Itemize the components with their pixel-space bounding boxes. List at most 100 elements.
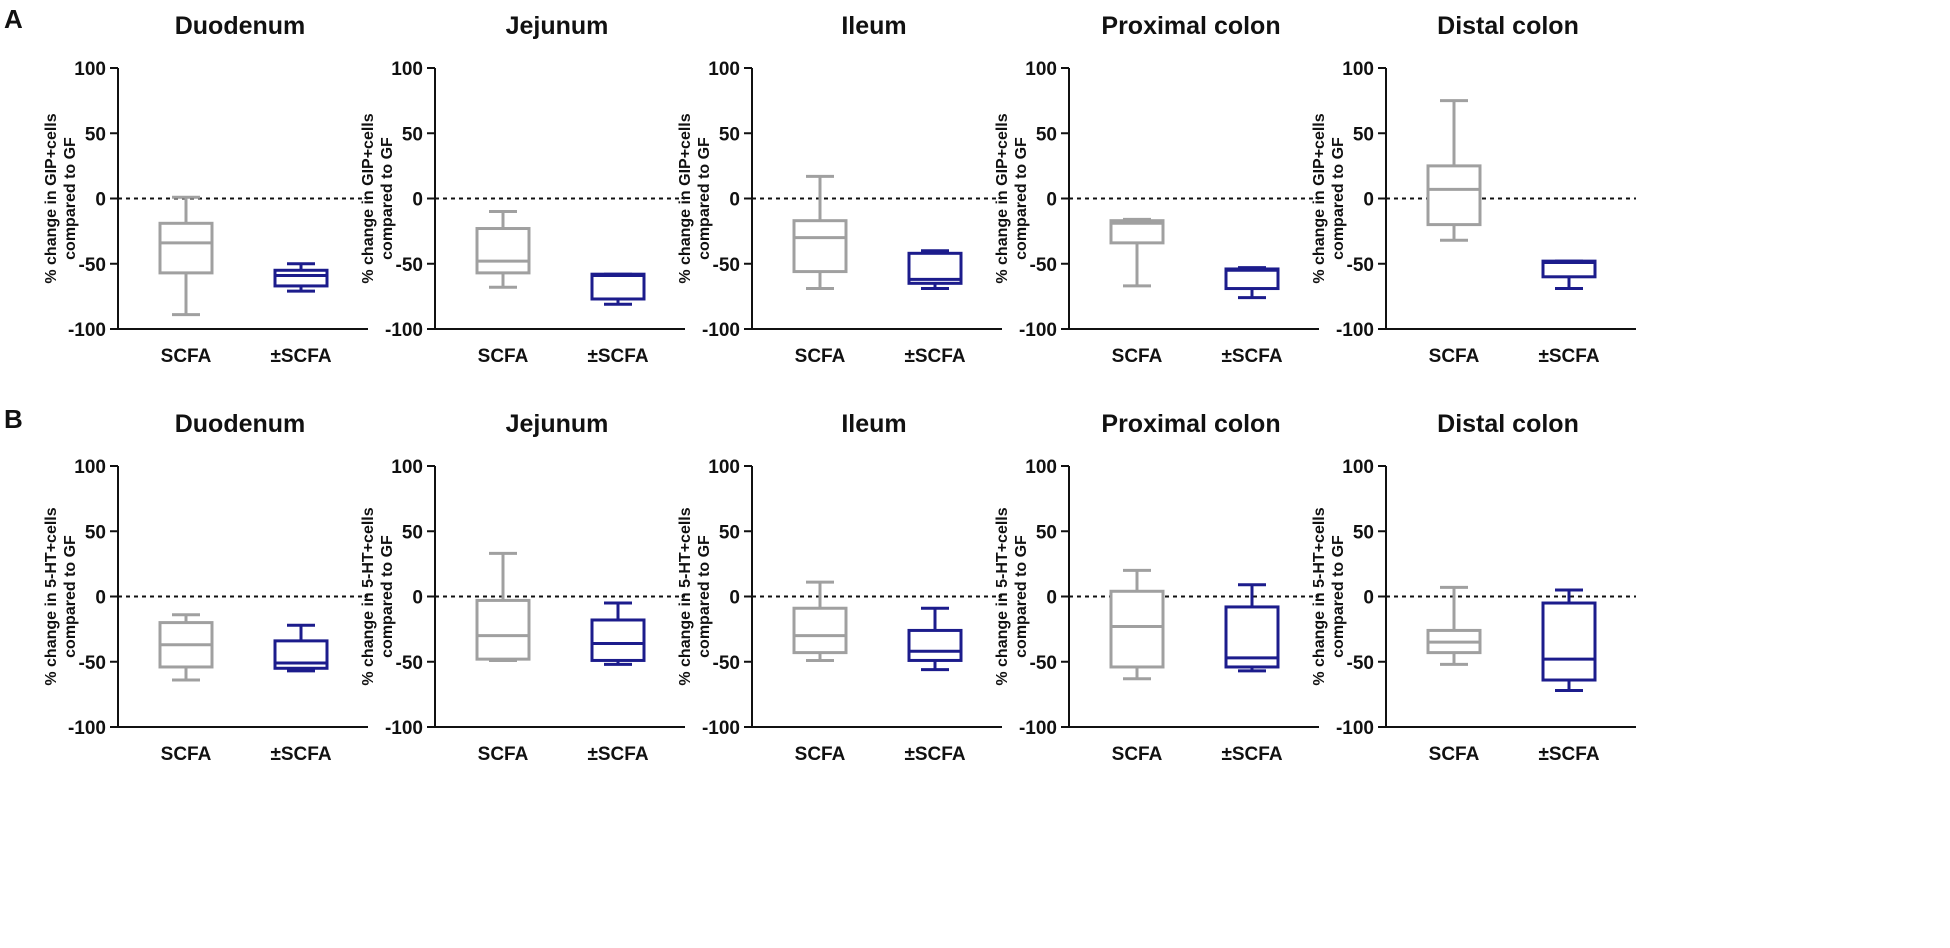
y-tick-label: 100 bbox=[708, 59, 740, 80]
box-scfa bbox=[1426, 99, 1482, 242]
chart-title: Ileum bbox=[841, 12, 906, 40]
y-tick-label: -50 bbox=[396, 255, 423, 276]
box-iqr bbox=[1109, 219, 1165, 245]
chart-title: Distal colon bbox=[1437, 12, 1579, 40]
box-pm-scfa bbox=[273, 623, 329, 673]
box-scfa bbox=[792, 580, 848, 662]
y-tick-label: -50 bbox=[1347, 653, 1374, 674]
y-tick-label: -50 bbox=[1347, 255, 1374, 276]
chart-b-3: Ileum 100 50 0 -50 -100 % change in 5-HT+cells… bbox=[677, 410, 1002, 765]
y-tick-label: 100 bbox=[391, 59, 423, 80]
chart-a-2: Jejunum 100 50 0 -50 -100 % change in GIP+cell… bbox=[360, 12, 685, 367]
x-category-label: ±SCFA bbox=[270, 346, 331, 367]
x-category-label: SCFA bbox=[478, 744, 529, 765]
box-scfa bbox=[1109, 568, 1165, 681]
y-axis-label-line: compared to GF bbox=[62, 535, 79, 658]
y-axis-label-line: % change in GIP+cells bbox=[994, 113, 1011, 283]
box-pm-scfa bbox=[907, 249, 963, 291]
y-tick-label: -50 bbox=[713, 653, 740, 674]
y-axis-label: % change in 5-HT+cells compared to GF bbox=[43, 507, 79, 685]
y-axis-label-line: % change in 5-HT+cells bbox=[677, 507, 694, 685]
y-tick-label: -50 bbox=[1030, 653, 1057, 674]
y-axis-label: % change in GIP+cells compared to GF bbox=[1311, 113, 1347, 283]
chart-a-3: Ileum 100 50 0 -50 -100 % change in GIP+cells c… bbox=[677, 12, 1002, 367]
y-tick-label: 0 bbox=[412, 190, 423, 211]
x-category-label: SCFA bbox=[1112, 346, 1163, 367]
y-axis-label: % change in 5-HT+cells compared to GF bbox=[1311, 507, 1347, 685]
y-tick-label: 100 bbox=[391, 457, 423, 478]
y-tick-label: 0 bbox=[412, 588, 423, 609]
x-category-label: SCFA bbox=[161, 346, 212, 367]
box-pm-scfa bbox=[273, 262, 329, 293]
box-iqr bbox=[792, 606, 848, 655]
y-tick-label: 100 bbox=[1025, 457, 1057, 478]
y-tick-label: 50 bbox=[719, 522, 740, 543]
y-axis-label: % change in 5-HT+cells compared to GF bbox=[994, 507, 1030, 685]
y-tick-label: 0 bbox=[95, 588, 106, 609]
y-tick-label: -100 bbox=[1019, 320, 1057, 341]
box-iqr bbox=[590, 272, 646, 301]
y-tick-label: 50 bbox=[85, 124, 106, 145]
y-axis-label-line: % change in GIP+cells bbox=[1311, 113, 1328, 283]
x-category-label: ±SCFA bbox=[270, 744, 331, 765]
chart-b-4: Proximal colon 100 50 0 -50 -100 % change in 5… bbox=[994, 410, 1319, 765]
box-pm-scfa bbox=[1224, 266, 1280, 300]
y-tick-label: 0 bbox=[95, 190, 106, 211]
y-axis-label-line: compared to GF bbox=[696, 137, 713, 260]
y-tick-label: -100 bbox=[702, 718, 740, 739]
y-axis-label: % change in GIP+cells compared to GF bbox=[43, 113, 79, 283]
chart-a-5: Distal colon 100 50 0 -50 -100 % change in GIP… bbox=[1311, 12, 1636, 367]
x-category-label: ±SCFA bbox=[1221, 346, 1282, 367]
chart-title: Ileum bbox=[841, 410, 906, 438]
y-tick-label: -100 bbox=[68, 320, 106, 341]
box-iqr bbox=[792, 219, 848, 274]
y-axis-label-line: compared to GF bbox=[379, 137, 396, 260]
x-category-label: SCFA bbox=[1429, 346, 1480, 367]
y-axis-label-line: % change in GIP+cells bbox=[43, 113, 60, 283]
chart-title: Duodenum bbox=[175, 12, 306, 40]
x-category-label: SCFA bbox=[1429, 744, 1480, 765]
y-tick-label: -100 bbox=[1336, 718, 1374, 739]
y-tick-label: -100 bbox=[68, 718, 106, 739]
y-axis-label-line: compared to GF bbox=[1330, 535, 1347, 658]
box-scfa bbox=[158, 613, 214, 682]
y-axis-label: % change in GIP+cells compared to GF bbox=[994, 113, 1030, 283]
x-category-label: SCFA bbox=[478, 346, 529, 367]
x-category-label: ±SCFA bbox=[904, 744, 965, 765]
box-scfa bbox=[158, 195, 214, 317]
y-tick-label: 0 bbox=[1046, 190, 1057, 211]
box-iqr bbox=[1426, 164, 1482, 227]
chart-b-2: Jejunum 100 50 0 -50 -100 % change in 5-HT+cel… bbox=[360, 410, 685, 765]
chart-b-1: Duodenum 100 50 0 -50 -100 % change in 5-HT+ce… bbox=[43, 410, 368, 765]
y-tick-label: 0 bbox=[1363, 190, 1374, 211]
y-tick-label: -50 bbox=[396, 653, 423, 674]
y-tick-label: -50 bbox=[713, 255, 740, 276]
box-pm-scfa bbox=[1224, 583, 1280, 673]
box-iqr bbox=[907, 628, 963, 662]
box-iqr bbox=[1109, 589, 1165, 669]
chart-title: Proximal colon bbox=[1101, 12, 1280, 40]
y-axis-label-line: compared to GF bbox=[1013, 535, 1030, 658]
box-iqr bbox=[1224, 267, 1280, 291]
y-axis-label: % change in GIP+cells compared to GF bbox=[360, 113, 396, 283]
box-pm-scfa bbox=[590, 601, 646, 666]
box-scfa bbox=[1109, 217, 1165, 288]
y-tick-label: -50 bbox=[1030, 255, 1057, 276]
x-category-label: SCFA bbox=[795, 744, 846, 765]
y-axis-label-line: compared to GF bbox=[1330, 137, 1347, 260]
chart-a-1: Duodenum 100 50 0 -50 -100 % change in GIP+cel… bbox=[43, 12, 368, 367]
x-category-label: ±SCFA bbox=[587, 346, 648, 367]
x-category-label: ±SCFA bbox=[1538, 744, 1599, 765]
box-scfa bbox=[475, 210, 531, 289]
y-axis-label: % change in GIP+cells compared to GF bbox=[677, 113, 713, 283]
chart-title: Duodenum bbox=[175, 410, 306, 438]
box-iqr bbox=[1541, 601, 1597, 682]
y-axis-label: % change in 5-HT+cells compared to GF bbox=[360, 507, 396, 685]
box-pm-scfa bbox=[907, 606, 963, 672]
y-axis-label-line: compared to GF bbox=[1013, 137, 1030, 260]
y-tick-label: 50 bbox=[1353, 124, 1374, 145]
y-tick-label: -100 bbox=[1019, 718, 1057, 739]
x-category-label: ±SCFA bbox=[587, 744, 648, 765]
y-tick-label: 100 bbox=[708, 457, 740, 478]
